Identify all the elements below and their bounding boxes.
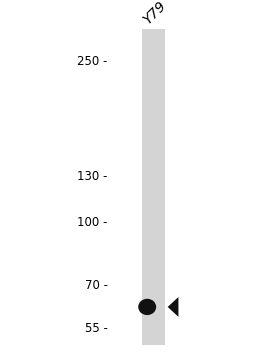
Text: 250 -: 250 -	[77, 55, 108, 68]
Text: 130 -: 130 -	[77, 170, 108, 183]
Polygon shape	[168, 297, 178, 317]
Text: Y79: Y79	[140, 0, 168, 27]
Text: 70 -: 70 -	[84, 279, 108, 292]
Ellipse shape	[138, 299, 156, 315]
Bar	[142, 29, 165, 345]
Text: 100 -: 100 -	[77, 216, 108, 229]
Text: 55 -: 55 -	[85, 322, 108, 335]
